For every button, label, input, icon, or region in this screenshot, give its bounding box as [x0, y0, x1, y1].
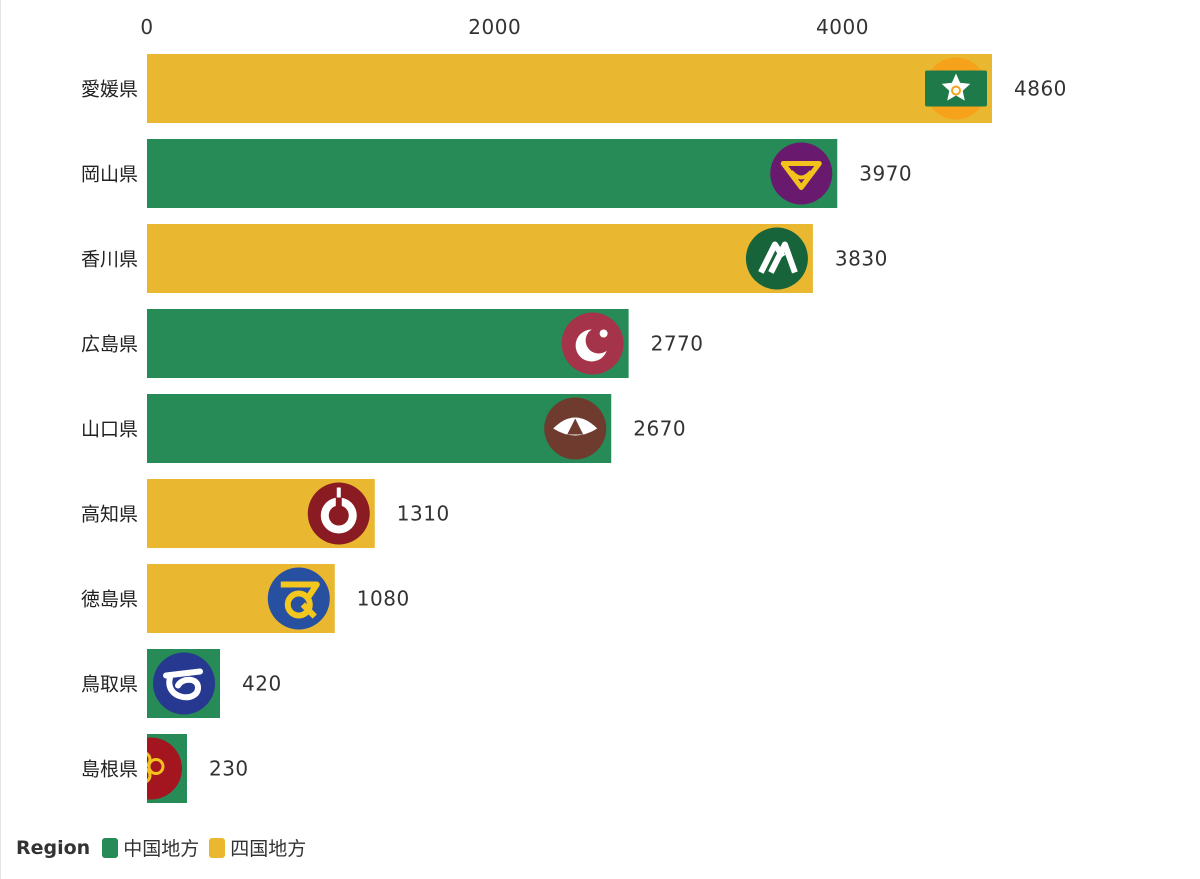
bar-row: 愛媛県 4860: [81, 54, 1067, 123]
kochi-emblem-icon: [307, 482, 370, 545]
bar[interactable]: [147, 394, 612, 463]
left-border: [0, 0, 1, 879]
bars: 愛媛県 4860 岡山県 3970 香川県 3830 広島県 2770 山口県 2670 高知県 13…: [81, 54, 1067, 803]
bar[interactable]: [147, 139, 838, 208]
bar[interactable]: [147, 224, 813, 293]
bar-row: 山口県 2670: [81, 394, 686, 463]
bar-row: 鳥取県 420: [81, 649, 282, 718]
x-tick-label: 2000: [468, 15, 521, 39]
value-label: 1080: [357, 587, 410, 611]
legend-label-shikoku: 四国地方: [230, 838, 307, 860]
category-label: 愛媛県: [81, 79, 138, 101]
yamaguchi-emblem-icon: [544, 397, 607, 460]
bar[interactable]: [147, 309, 629, 378]
bar[interactable]: [147, 54, 992, 123]
category-label: 広島県: [81, 334, 138, 356]
legend-item-chugoku[interactable]: 中国地方: [102, 834, 199, 861]
x-tick-label: 4000: [816, 15, 869, 39]
tokushima-emblem-icon: [267, 567, 330, 630]
value-label: 3830: [835, 247, 888, 271]
kagawa-emblem-icon: [745, 227, 808, 290]
value-label: 1310: [397, 502, 450, 526]
legend-title: Region: [16, 836, 91, 859]
value-label: 2670: [633, 417, 686, 441]
bar-row: 徳島県 1080: [81, 564, 410, 633]
x-axis-ticks: 0 2000 4000: [140, 15, 869, 39]
value-label: 4860: [1014, 77, 1067, 101]
bar-chart: 0 2000 4000 愛媛県 4860 岡山県 3970 香川県 3830 広島県 2770 山口…: [81, 15, 1067, 803]
bar-row: 岡山県 3970: [81, 139, 912, 208]
category-label: 香川県: [81, 249, 138, 271]
value-label: 2770: [651, 332, 704, 356]
category-label: 高知県: [81, 504, 138, 526]
category-label: 岡山県: [81, 164, 138, 186]
bar-row: 島根県 230: [81, 734, 249, 803]
value-label: 3970: [859, 162, 912, 186]
value-label: 230: [209, 757, 249, 781]
legend-swatch-shikoku: [209, 837, 226, 858]
x-tick-label: 0: [140, 15, 153, 39]
category-label: 徳島県: [81, 589, 138, 611]
category-label: 鳥取県: [81, 674, 138, 696]
okayama-emblem-icon: [770, 142, 833, 205]
legend: Region 中国地方 四国地方: [16, 834, 316, 861]
bar-row: 高知県 1310: [81, 479, 450, 548]
value-label: 420: [242, 672, 282, 696]
legend-item-shikoku[interactable]: 四国地方: [209, 834, 306, 861]
legend-swatch-chugoku: [102, 837, 119, 858]
hiroshima-emblem-icon: [561, 312, 624, 375]
legend-label-chugoku: 中国地方: [123, 838, 200, 860]
category-label: 山口県: [81, 419, 138, 441]
ehime-emblem-icon: [925, 57, 987, 120]
bar-row: 広島県 2770: [81, 309, 704, 378]
shimane-emblem-icon: [147, 737, 182, 800]
tottori-emblem-icon: [153, 652, 216, 715]
bar-row: 香川県 3830: [81, 224, 888, 293]
category-label: 島根県: [81, 759, 138, 781]
